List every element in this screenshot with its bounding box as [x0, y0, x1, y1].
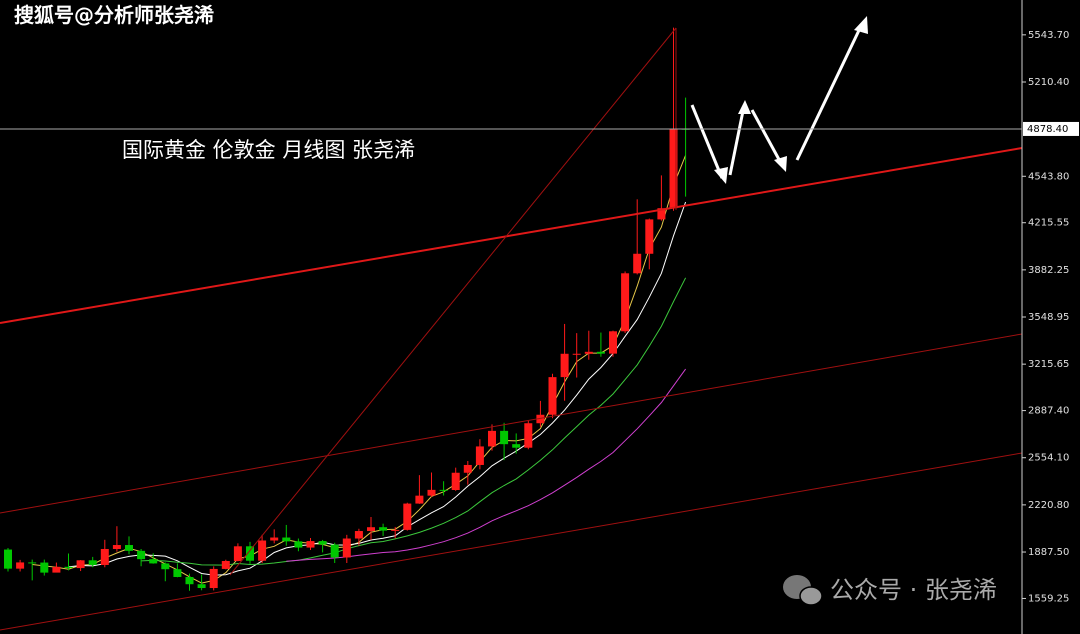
candle-body: [185, 576, 194, 585]
moving-average: [141, 277, 687, 566]
trend-line: [229, 27, 677, 576]
candle-body: [475, 446, 484, 465]
candle-body: [294, 541, 303, 548]
candle-body: [427, 489, 436, 496]
candle-body: [88, 560, 97, 565]
y-tick-label: 5543.70: [1028, 30, 1069, 41]
y-tick-label: 2887.40: [1028, 406, 1069, 417]
candle-body: [354, 531, 363, 539]
y-tick-label: 3882.25: [1028, 265, 1069, 276]
y-tick-label: 3548.95: [1028, 312, 1069, 323]
candle-body: [342, 538, 351, 558]
candle-body: [621, 273, 630, 332]
y-tick-label: 1559.25: [1028, 593, 1069, 604]
candle-body: [112, 545, 121, 549]
candle-body: [524, 423, 533, 448]
y-tick-label: 5210.40: [1028, 77, 1069, 88]
candle-body: [596, 351, 605, 354]
projection-arrows: [690, 23, 864, 179]
candle-body: [330, 544, 339, 558]
candle-body: [415, 495, 424, 504]
candle-body: [367, 527, 375, 532]
last-price-box: [1023, 121, 1079, 136]
moving-average: [286, 368, 687, 562]
y-tick-label: 3215.65: [1028, 359, 1069, 370]
candle-body: [488, 430, 496, 447]
y-tick-label: 2554.10: [1028, 453, 1069, 464]
candle-body: [209, 568, 218, 589]
candle-body: [76, 560, 85, 569]
plot: [4, 27, 690, 591]
trend-line: [0, 452, 1023, 631]
candle-body: [451, 472, 460, 490]
moving-average: [68, 201, 687, 576]
arrow-heads: [714, 16, 868, 184]
candle-body: [16, 562, 25, 569]
candle-body: [137, 550, 146, 560]
watermark: 搜狐号@分析师张尧浠: [14, 3, 214, 27]
candle-body: [221, 561, 230, 569]
candle-body: [391, 529, 400, 531]
candle-body: [584, 351, 593, 354]
candle-body: [282, 537, 291, 542]
candle-body: [306, 541, 315, 548]
chart-title: 国际黄金 伦敦金 月线图 张尧浠: [122, 138, 415, 162]
last-price-label: 4878.40: [1027, 124, 1068, 135]
candle-body: [52, 566, 61, 573]
y-tick-label: 2220.80: [1028, 500, 1069, 511]
candle-body: [548, 377, 557, 415]
candle-body: [536, 414, 545, 424]
candle-body: [609, 331, 617, 354]
candle-body: [645, 219, 654, 254]
candle-body: [28, 562, 37, 564]
candle-body: [161, 563, 170, 570]
candle-body: [500, 430, 509, 445]
trend-line: [0, 147, 1023, 324]
y-tick-label: 4543.80: [1028, 171, 1069, 182]
candle-body: [64, 566, 73, 569]
footer-watermark: 公众号 · 张尧浠: [830, 576, 997, 604]
candle-body: [439, 489, 448, 491]
candle-body: [657, 208, 666, 220]
candle-body: [318, 541, 327, 545]
candle-body: [40, 562, 49, 573]
y-tick-label: 4215.55: [1028, 218, 1069, 229]
candle-body: [669, 128, 678, 209]
candle-body: [100, 548, 109, 565]
candle-body: [125, 545, 133, 551]
candle-body: [197, 584, 206, 589]
candle-body: [149, 559, 158, 564]
wechat-icon: [783, 575, 823, 606]
candle-body: [633, 253, 642, 274]
candle-body: [403, 503, 412, 530]
candle-body: [572, 353, 581, 355]
candle-body: [173, 569, 182, 577]
candle-body: [560, 353, 569, 378]
candle-body: [233, 546, 242, 562]
candle-body: [258, 540, 267, 561]
candle-body: [4, 549, 12, 569]
candle-body: [463, 464, 472, 473]
candle-body: [270, 537, 279, 541]
candle-body: [246, 546, 254, 561]
candle-body: [379, 527, 388, 531]
candle-body: [512, 444, 521, 448]
trend-line: [0, 333, 1023, 514]
y-tick-label: 1887.50: [1028, 547, 1069, 558]
